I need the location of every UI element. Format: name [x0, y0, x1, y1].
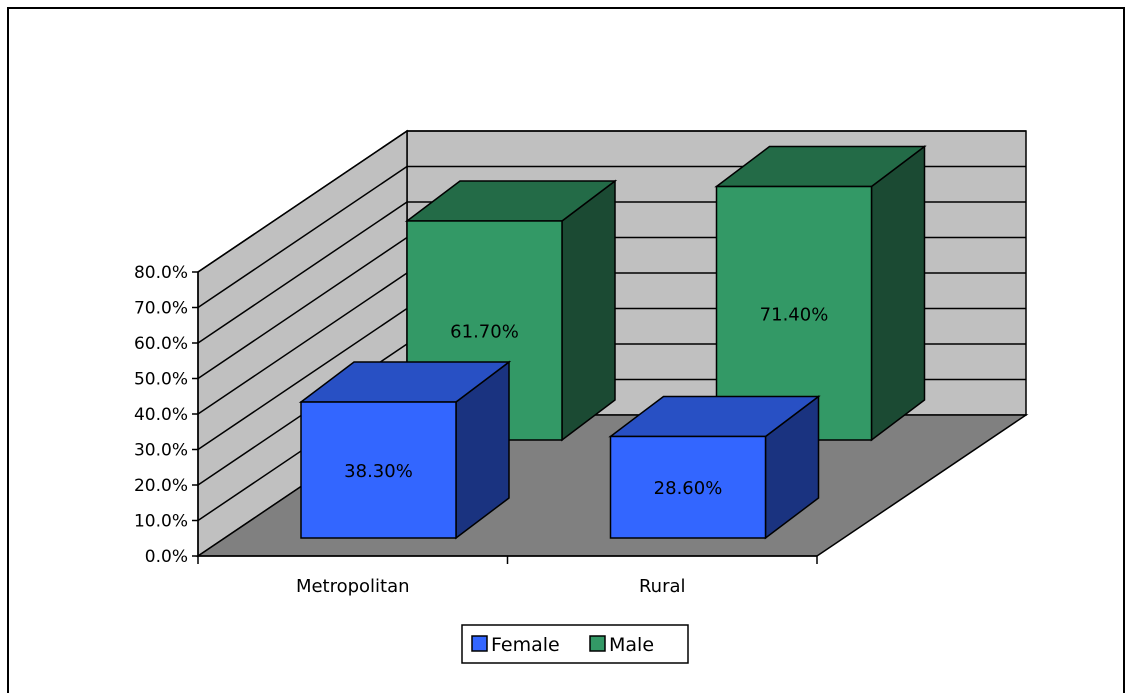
y-tick-label: 0.0% — [145, 547, 188, 567]
bars — [298, 145, 927, 540]
data-label: 28.60% — [654, 478, 723, 499]
data-label: 38.30% — [344, 461, 413, 482]
bar — [298, 360, 512, 540]
axes: 0.0% 10.0% 20.0% 30.0% 40.0% 50.0% 60.0% 70.0% 8… — [134, 263, 818, 597]
y-tick-label: 70.0% — [134, 299, 188, 319]
y-tick-label: 50.0% — [134, 370, 188, 390]
legend-label: Male — [609, 634, 654, 656]
legend-swatch — [589, 635, 606, 652]
category-label: Metropolitan — [296, 576, 410, 597]
y-tick-label: 10.0% — [134, 512, 188, 532]
legend-swatch — [471, 635, 488, 652]
bar — [608, 394, 821, 540]
legend-box — [461, 624, 689, 664]
legend: Female Male — [461, 624, 689, 664]
y-tick-label: 30.0% — [134, 441, 188, 461]
legend-label: Female — [491, 634, 560, 656]
labels: 61.70% 71.40% 38.30% 28.60% — [344, 304, 828, 499]
bar-front — [609, 435, 767, 539]
y-tick-label: 80.0% — [134, 263, 188, 283]
category-label: Rural — [639, 576, 686, 597]
y-tick-label: 40.0% — [134, 405, 188, 425]
gridline — [197, 130, 1026, 273]
bar-front — [300, 401, 457, 539]
y-tick-label: 20.0% — [134, 476, 188, 496]
bar-side — [561, 179, 616, 442]
data-label: 71.40% — [760, 304, 829, 325]
bar-side — [870, 145, 926, 442]
y-tick-label: 60.0% — [134, 334, 188, 354]
data-label: 61.70% — [450, 321, 519, 342]
